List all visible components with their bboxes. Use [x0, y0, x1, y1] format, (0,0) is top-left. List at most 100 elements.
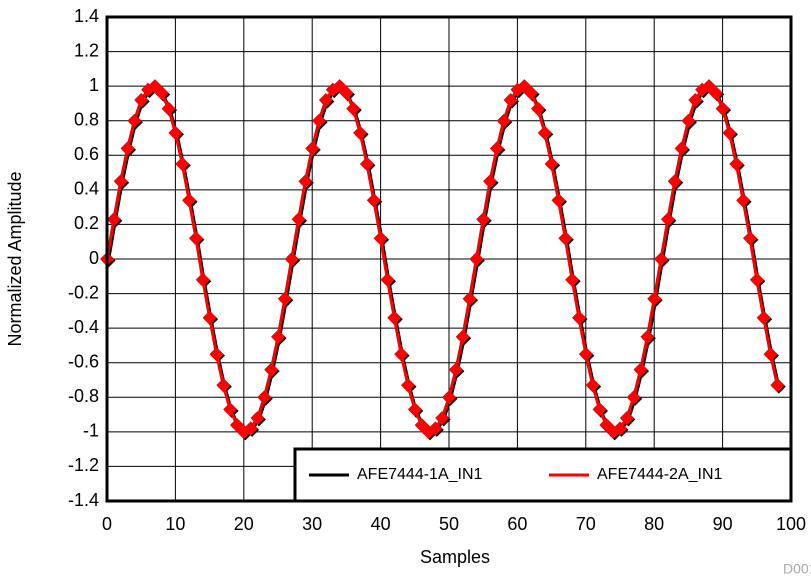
x-tick-label: 60	[507, 514, 527, 534]
marker	[271, 329, 285, 344]
y-tick-label: 1.4	[74, 6, 99, 26]
marker	[530, 101, 545, 116]
marker	[216, 378, 231, 393]
marker	[537, 125, 552, 140]
marker	[660, 212, 675, 227]
x-axis-label: Samples	[420, 547, 490, 567]
marker	[209, 347, 224, 362]
marker	[435, 411, 450, 426]
marker	[305, 141, 320, 156]
marker	[483, 174, 498, 189]
marker	[551, 193, 566, 208]
marker	[387, 310, 402, 325]
marker	[442, 390, 456, 405]
marker	[592, 402, 607, 417]
y-tick-label: -0.2	[68, 282, 99, 302]
y-tick-label: -1.2	[68, 455, 99, 475]
marker	[756, 310, 771, 325]
y-tick-label: -0.8	[68, 386, 99, 406]
x-tick-label: 10	[165, 514, 185, 534]
x-tick-label: 20	[234, 514, 254, 534]
legend-label: AFE7444-1A_IN1	[357, 466, 483, 483]
y-tick-label: -1.4	[68, 490, 99, 510]
series-line	[107, 85, 781, 436]
y-tick-label: 1	[89, 75, 99, 95]
marker	[626, 390, 641, 405]
marker	[585, 378, 600, 393]
marker	[182, 193, 197, 208]
marker	[736, 193, 751, 208]
marker	[674, 141, 689, 156]
marker	[578, 347, 593, 362]
marker	[291, 212, 306, 227]
marker	[257, 390, 272, 405]
marker	[339, 86, 354, 101]
y-tick-label: 0.4	[74, 179, 99, 199]
marker	[565, 272, 580, 287]
marker	[613, 421, 627, 436]
y-tick-label: -0.6	[68, 351, 99, 371]
marker	[633, 362, 648, 377]
marker	[571, 310, 586, 325]
y-tick-label: 0	[89, 248, 99, 268]
marker	[462, 291, 477, 306]
marker	[318, 92, 333, 107]
marker	[749, 272, 764, 287]
marker	[640, 329, 655, 344]
marker	[407, 402, 422, 417]
marker	[503, 92, 518, 107]
marker	[243, 421, 258, 436]
marker	[654, 252, 669, 266]
marker	[394, 347, 409, 362]
x-tick-label: 70	[576, 514, 596, 534]
marker	[476, 212, 491, 227]
marker	[120, 141, 135, 156]
marker	[250, 411, 265, 426]
marker	[763, 347, 778, 362]
marker	[106, 212, 121, 227]
marker	[448, 362, 463, 377]
marker	[202, 310, 217, 325]
marker	[400, 378, 415, 393]
legend-label: AFE7444-2A_IN1	[597, 466, 723, 483]
watermark: D001	[783, 561, 811, 577]
y-tick-label: 0.2	[74, 213, 99, 233]
marker	[455, 329, 470, 344]
marker	[558, 231, 573, 246]
marker	[380, 272, 395, 287]
marker	[708, 86, 723, 101]
marker	[175, 156, 190, 171]
x-tick-label: 30	[302, 514, 322, 534]
marker	[496, 113, 511, 128]
marker	[688, 92, 703, 107]
marker	[681, 113, 696, 128]
y-axis-label: Normalized Amplitude	[5, 171, 25, 346]
y-tick-label: 0.6	[74, 144, 99, 164]
marker	[770, 378, 785, 393]
y-tick-label: -1	[83, 421, 99, 441]
marker	[312, 113, 327, 128]
marker	[154, 86, 169, 101]
marker	[284, 252, 299, 266]
marker	[619, 411, 634, 426]
x-tick-label: 0	[102, 514, 112, 534]
marker	[223, 402, 238, 417]
marker	[264, 362, 279, 377]
marker	[729, 156, 744, 171]
marker	[742, 231, 757, 246]
y-tick-label: 0.8	[74, 109, 99, 129]
marker	[715, 101, 730, 116]
marker	[188, 231, 203, 246]
x-tick-label: 100	[776, 514, 806, 534]
marker	[366, 193, 381, 208]
y-tick-label: 1.2	[74, 40, 99, 60]
marker	[428, 421, 443, 436]
marker	[667, 174, 682, 189]
x-tick-label: 90	[713, 514, 733, 534]
marker	[127, 113, 142, 128]
marker	[373, 231, 388, 246]
x-tick-label: 50	[439, 514, 459, 534]
marker	[469, 252, 484, 266]
x-tick-label: 40	[371, 514, 391, 534]
